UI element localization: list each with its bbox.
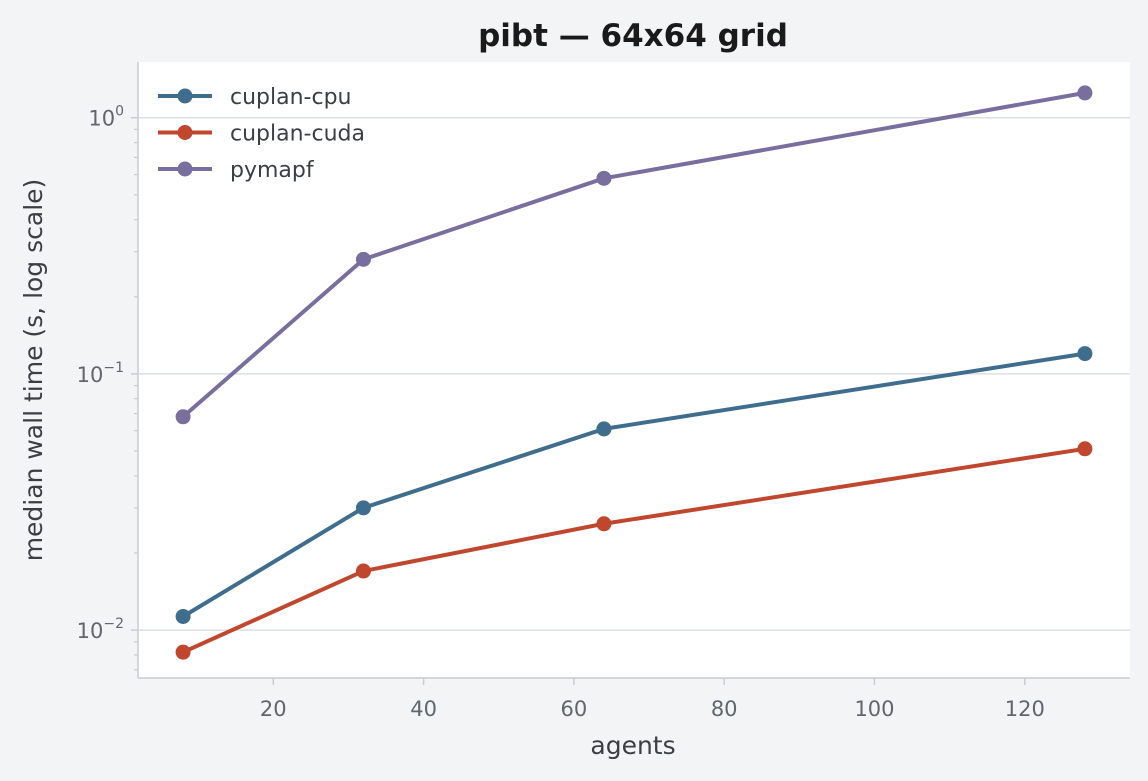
x-tick-label: 80 [711, 697, 738, 721]
chart-title: pibt — 64x64 grid [478, 18, 788, 54]
data-point-cuplan-cpu [1077, 346, 1093, 362]
series-pymapf [175, 85, 1093, 425]
legend-item-pymapf: pymapf [158, 158, 315, 183]
data-point-cuplan-cpu [355, 500, 371, 516]
series-line-cuplan-cpu [182, 351, 1086, 619]
data-point-pymapf [1077, 85, 1093, 101]
y-tick-label: 10−2 [77, 616, 124, 643]
series-cuplan-cuda [175, 441, 1093, 660]
legend-item-cuplan-cpu: cuplan-cpu [158, 85, 351, 110]
data-point-pymapf [596, 170, 612, 186]
legend-label: cuplan-cuda [230, 122, 365, 147]
data-point-cuplan-cpu [175, 608, 191, 624]
x-tick-label: 20 [260, 697, 287, 721]
x-tick-label: 40 [410, 697, 437, 721]
plot-area [138, 62, 1130, 678]
legend-item-cuplan-cuda: cuplan-cuda [158, 122, 365, 147]
legend: cuplan-cpu cuplan-cuda pymapf [158, 85, 365, 183]
x-tick-label: 120 [1005, 697, 1045, 721]
y-tick-label: 100 [88, 104, 124, 131]
data-point-pymapf [355, 251, 371, 267]
legend-label: cuplan-cpu [230, 85, 351, 110]
y-axis: 10−2 10−1 100 [77, 104, 138, 671]
x-tick-label: 100 [854, 697, 894, 721]
data-point-cuplan-cuda [1077, 441, 1093, 457]
series-line-cuplan-cuda [182, 446, 1086, 654]
data-point-cuplan-cuda [355, 563, 371, 579]
data-point-pymapf [175, 409, 191, 425]
series-cuplan-cpu [175, 346, 1093, 624]
x-axis: 20 40 60 80 100 120 [260, 678, 1045, 721]
data-point-cuplan-cpu [596, 421, 612, 437]
series-layer [175, 85, 1093, 660]
legend-label: pymapf [230, 158, 315, 183]
y-axis-label: median wall time (s, log scale) [19, 179, 48, 562]
data-point-cuplan-cuda [596, 516, 612, 532]
legend-marker [177, 125, 193, 140]
x-tick-label: 60 [561, 697, 588, 721]
y-tick-label: 10−1 [77, 360, 124, 387]
legend-marker [177, 88, 193, 104]
legend-marker [177, 161, 193, 177]
series-line-pymapf [181, 90, 1086, 419]
data-point-cuplan-cuda [175, 644, 191, 660]
x-axis-label: agents [590, 731, 675, 760]
